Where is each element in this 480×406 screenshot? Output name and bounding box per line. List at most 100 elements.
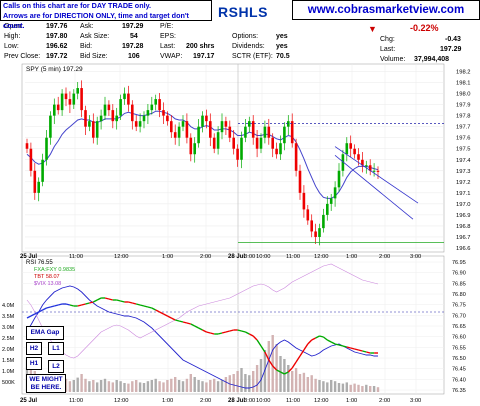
price-x-tick-label: 12:00 — [314, 254, 329, 260]
volume-bar — [162, 382, 165, 392]
volume-bar — [189, 374, 192, 392]
overlay-price-segment — [264, 351, 270, 361]
candle-body — [64, 93, 68, 100]
symbol-title: RSHLS — [218, 4, 268, 20]
volume-bar — [185, 378, 189, 392]
candle-body — [68, 99, 72, 105]
price-x-tick-label: 10:00 — [256, 254, 271, 260]
volume-bar — [310, 375, 313, 392]
price-y-tick-label: 197.3 — [456, 169, 471, 175]
overlay-price-segment — [280, 371, 285, 375]
overlay-price-segment — [170, 317, 176, 321]
bid-size-label: Bid Size: — [80, 53, 108, 60]
volume-bar — [193, 377, 196, 392]
candle-body — [53, 104, 56, 116]
overlay-price-segment — [54, 304, 59, 307]
overlay-price-segment — [217, 332, 223, 335]
candle-body — [255, 137, 259, 149]
price-panel-frame — [21, 63, 445, 253]
candle-body — [131, 104, 134, 122]
candle-body — [80, 88, 83, 111]
indicator-y-tick-label: 76.70 — [452, 313, 466, 319]
volume-bar — [96, 382, 99, 392]
price-y-tick-label: 197.7 — [456, 125, 471, 131]
volume-tick-label: 1.5M — [2, 358, 15, 364]
volume-bar — [287, 365, 290, 392]
candle-body — [329, 198, 333, 204]
candle-body — [240, 137, 243, 160]
volume-bar — [302, 372, 306, 392]
volume-bar — [337, 383, 341, 392]
candle-body — [263, 126, 267, 138]
overlay-price-segment — [229, 329, 234, 332]
candle-body — [158, 99, 161, 111]
volume-bar — [197, 380, 200, 392]
overlay-price-segment — [77, 304, 82, 307]
overlay-price-segment — [237, 329, 242, 332]
volume-bar — [259, 359, 263, 392]
overlay-price-segment — [256, 339, 262, 347]
candle-body — [337, 170, 341, 188]
volume-bar — [369, 386, 372, 392]
candle-body — [322, 214, 325, 229]
overlay-price-segment — [26, 315, 32, 319]
overlay-price-segment — [330, 341, 336, 345]
down-arrow-icon: ▼ — [368, 24, 377, 34]
candle-body — [107, 104, 111, 111]
note-line-1: Calls on this chart are for DAY TRADE on… — [3, 1, 152, 10]
volume-bar — [158, 381, 161, 392]
overlay-price-segment — [221, 331, 227, 334]
candle-body — [154, 99, 157, 105]
candle-body — [318, 228, 321, 237]
volume-bar — [111, 382, 114, 392]
indicator-y-tick-label: 76.75 — [452, 303, 466, 309]
overlay-price-segment — [128, 301, 133, 304]
last-label: Last: — [380, 46, 396, 53]
candle-body — [197, 126, 200, 144]
candle-body — [170, 121, 173, 133]
overlay-price-segment — [89, 301, 94, 304]
candle-body — [365, 165, 368, 167]
overlay-price-segment — [186, 322, 191, 325]
overlay-price-segment — [167, 315, 172, 319]
price-x-tick-label: 2:00 — [379, 254, 390, 260]
candle-body — [205, 115, 208, 122]
overlay-price-segment — [85, 302, 90, 305]
candle-body — [341, 154, 345, 171]
price-y-tick-label: 197.1 — [456, 191, 471, 197]
candle-body — [357, 154, 360, 160]
indicator-x-tick-label: 11:00 — [286, 398, 300, 404]
volume-tick-label: 2.0M — [2, 347, 15, 353]
sctr-value: 70.5 — [276, 53, 290, 60]
price-x-tick-label: 11:00 — [69, 254, 83, 260]
overlay-price-segment — [30, 313, 36, 317]
options-value: yes — [276, 33, 288, 40]
note-line-2: Arrows are for DIRECTION ONLY, time and … — [3, 11, 189, 30]
volume-bar — [372, 386, 376, 392]
candle-body — [115, 115, 118, 122]
low-value: 196.62 — [46, 43, 68, 50]
price-x-tick-label: 1:00 — [162, 254, 173, 260]
prev-close-label: Prev Close: — [4, 53, 41, 60]
candle-body — [103, 104, 107, 116]
price-y-tick-label: 197.8 — [456, 114, 471, 120]
volume-bar — [142, 383, 146, 392]
volume-label: Volume: — [380, 56, 406, 63]
candle-body — [279, 143, 282, 155]
candle-body — [353, 148, 356, 155]
volume-bar — [345, 382, 348, 392]
candle-body — [146, 110, 150, 116]
indicator-y-tick-label: 76.45 — [452, 367, 466, 373]
candle-body — [45, 137, 48, 160]
volume-bar — [138, 382, 142, 392]
overlay-price-segment — [69, 304, 74, 307]
volume-bar — [298, 374, 302, 392]
candle-body — [123, 93, 126, 100]
overlay-price-segment — [182, 321, 188, 324]
volume-bar — [131, 381, 134, 392]
overlay-price-segment — [322, 336, 328, 341]
overlay-price-segment — [65, 303, 71, 306]
candle-body — [177, 126, 181, 138]
candle-body — [302, 192, 306, 210]
volume-bar — [80, 374, 83, 392]
